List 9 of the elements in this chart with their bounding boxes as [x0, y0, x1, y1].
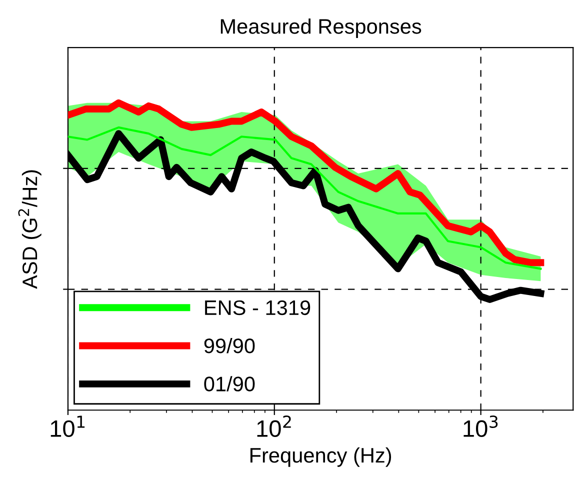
chart-title: Measured Responses — [220, 18, 422, 38]
x-tick-label: 10$^{2}$ — [257, 415, 291, 438]
legend-label: 01/90 — [204, 376, 255, 392]
legend-label: ENS - 1319 — [205, 300, 310, 316]
legend-label: 99/90 — [204, 338, 255, 354]
x-axis-title: Frequency (Hz) — [250, 447, 392, 467]
x-tick-label: 10$^{1}$ — [50, 416, 85, 438]
y-axis-title: ASD (G$^{2}$/Hz) — [18, 170, 42, 289]
x-tick-label: 10$^{3}$ — [464, 415, 498, 438]
